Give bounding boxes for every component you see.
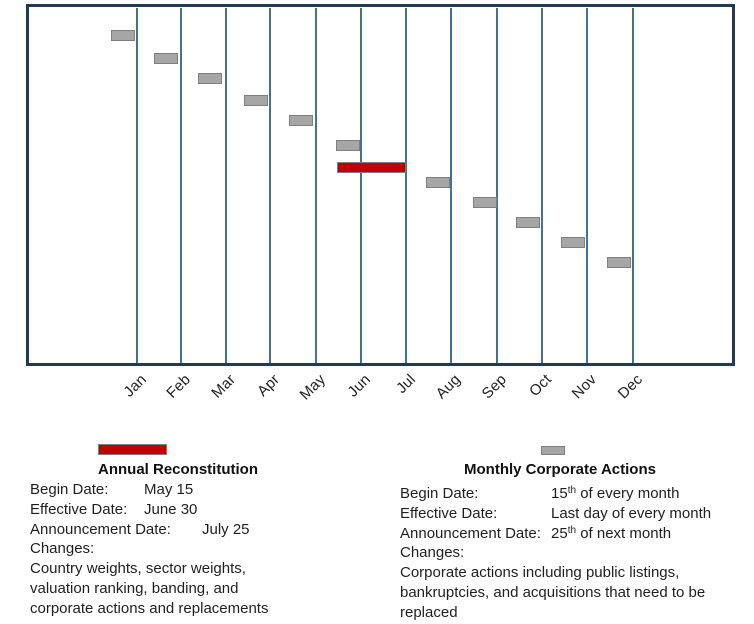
legend-monthly-title: Monthly Corporate Actions: [464, 461, 656, 478]
monthly-changes-line: replaced: [400, 603, 458, 621]
value-text: 25: [551, 524, 568, 542]
month-gridline-feb: [180, 8, 182, 363]
annual-begin-date-label: Begin Date:: [30, 481, 109, 498]
monthly-changes-line: bankruptcies, and acquisitions that need…: [400, 583, 706, 601]
monthly-begin-date-value: 15th of every month: [551, 485, 679, 502]
annual-changes-line: Country weights, sector weights,: [30, 560, 246, 578]
annual-changes-label: Changes:: [30, 540, 95, 558]
annual-announcement-date-value: July 25: [202, 521, 250, 538]
month-gridline-oct: [541, 8, 543, 363]
monthly-corporate-action-bar: [154, 53, 178, 64]
annual-effective-date-row: Effective Date: June 30: [30, 500, 268, 520]
axis-label-sep: Sep: [478, 371, 511, 403]
value-text: July 25: [202, 520, 250, 538]
monthly-corporate-action-bar: [198, 73, 222, 84]
axis-label-may: May: [296, 371, 330, 404]
monthly-corporate-action-bar: [426, 177, 450, 188]
month-gridline-jan: [136, 8, 138, 363]
axis-label-jun: Jun: [344, 371, 375, 401]
monthly-effective-date-value: Last day of every month: [551, 505, 711, 522]
monthly-corporate-actions-swatch: [541, 446, 565, 455]
value-superscript: th: [567, 524, 577, 536]
value-text: 15: [551, 485, 568, 502]
legend-monthly-rows: Begin Date: 15th of every month Effective…: [400, 484, 711, 623]
month-gridline-nov: [586, 8, 588, 363]
axis-label-nov: Nov: [568, 371, 601, 403]
axis-label-aug: Aug: [432, 371, 465, 403]
legend-annual-rows: Begin Date: May 15 Effective Date: June 30…: [30, 480, 268, 619]
monthly-corporate-action-bar: [516, 217, 540, 228]
monthly-corporate-action-bar: [561, 237, 585, 248]
month-gridline-aug: [450, 8, 452, 363]
monthly-corporate-action-bar: [336, 140, 360, 151]
month-gridline-may: [315, 8, 317, 363]
monthly-corporate-action-bar: [289, 115, 313, 126]
annual-begin-date-value: May 15: [144, 481, 193, 498]
monthly-changes-label: Changes:: [400, 544, 465, 562]
annual-effective-date-label: Effective Date:: [30, 500, 128, 518]
annual-changes-line: valuation ranking, banding, and: [30, 579, 239, 597]
axis-label-dec: Dec: [614, 371, 647, 403]
annual-announcement-date-row: Announcement Date: July 25: [30, 520, 268, 540]
monthly-announcement-date-value: 25th of next month: [551, 525, 671, 542]
month-gridline-dec: [632, 8, 634, 363]
value-text: of next month: [576, 524, 672, 542]
value-text: Last day of every month: [551, 504, 712, 522]
value-text: May 15: [144, 481, 194, 498]
monthly-announcement-date-row: Announcement Date: 25th of next month: [400, 524, 711, 544]
plot-area-frame: [26, 4, 735, 366]
annual-changes-line: corporate actions and replacements: [30, 599, 269, 617]
month-gridline-mar: [225, 8, 227, 363]
monthly-corporate-action-bar: [244, 95, 268, 106]
axis-label-jul: Jul: [393, 371, 420, 398]
annual-effective-date-value: June 30: [144, 501, 197, 518]
value-superscript: th: [567, 485, 577, 496]
annual-reconstitution-bar: [337, 162, 406, 173]
axis-label-apr: Apr: [254, 371, 284, 400]
monthly-announcement-date-label: Announcement Date:: [400, 524, 541, 542]
axis-label-mar: Mar: [208, 371, 240, 402]
month-gridline-jul: [405, 8, 407, 363]
axis-label-oct: Oct: [526, 371, 556, 400]
monthly-corporate-action-bar: [473, 197, 497, 208]
monthly-corporate-action-bar: [111, 30, 135, 41]
monthly-corporate-action-bar: [607, 257, 631, 268]
value-text: June 30: [144, 500, 198, 518]
month-gridline-apr: [269, 8, 271, 363]
annual-begin-date-row: Begin Date: May 15: [30, 480, 268, 500]
monthly-changes-line: Corporate actions including public listi…: [400, 564, 680, 582]
monthly-begin-date-label: Begin Date:: [400, 485, 479, 502]
annual-announcement-date-label: Announcement Date:: [30, 520, 171, 538]
annual-reconstitution-swatch: [98, 444, 167, 455]
month-gridline-sep: [496, 8, 498, 363]
monthly-begin-date-row: Begin Date: 15th of every month: [400, 484, 711, 504]
month-gridline-jun: [360, 8, 362, 363]
monthly-effective-date-row: Effective Date: Last day of every month: [400, 504, 711, 524]
axis-label-jan: Jan: [120, 371, 151, 401]
monthly-effective-date-label: Effective Date:: [400, 504, 498, 522]
legend-annual-title: Annual Reconstitution: [98, 461, 258, 478]
axis-label-feb: Feb: [163, 371, 195, 402]
value-text: of every month: [576, 485, 680, 502]
